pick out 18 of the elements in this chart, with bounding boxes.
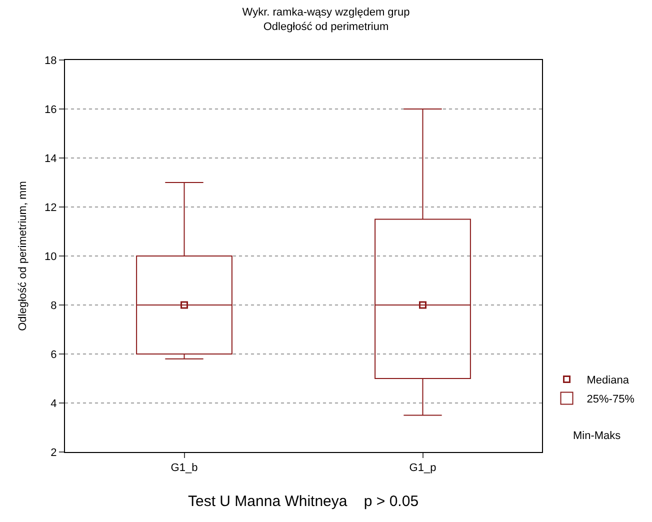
y-tick-label: 6: [50, 348, 57, 361]
y-tick-label: 2: [50, 446, 57, 459]
legend-label: Mediana: [586, 374, 630, 387]
text: Test U Manna Whitneya p > 0.05: [188, 493, 419, 510]
y-axis-title: Odległość od perimetrium, mm: [17, 181, 30, 331]
y-tick-label: 10: [44, 250, 57, 263]
chart-title: Wykr. ramka-wąsy względem grup: [242, 6, 410, 19]
x-tick-label: G1_p: [409, 462, 436, 474]
chart-subtitle: Odległość od perimetrium: [263, 20, 389, 33]
x-tick-label: G1_b: [170, 462, 198, 474]
y-tick-label: 8: [50, 300, 57, 312]
y-tick-label: 14: [44, 152, 57, 165]
text: Min-Maks: [573, 430, 622, 442]
y-tick-label: 12: [44, 202, 57, 214]
legend-label: 25%-75%: [586, 394, 635, 406]
y-tick-label: 4: [50, 398, 57, 410]
y-tick-label: 16: [44, 104, 57, 116]
y-tick-label: 18: [44, 54, 57, 67]
